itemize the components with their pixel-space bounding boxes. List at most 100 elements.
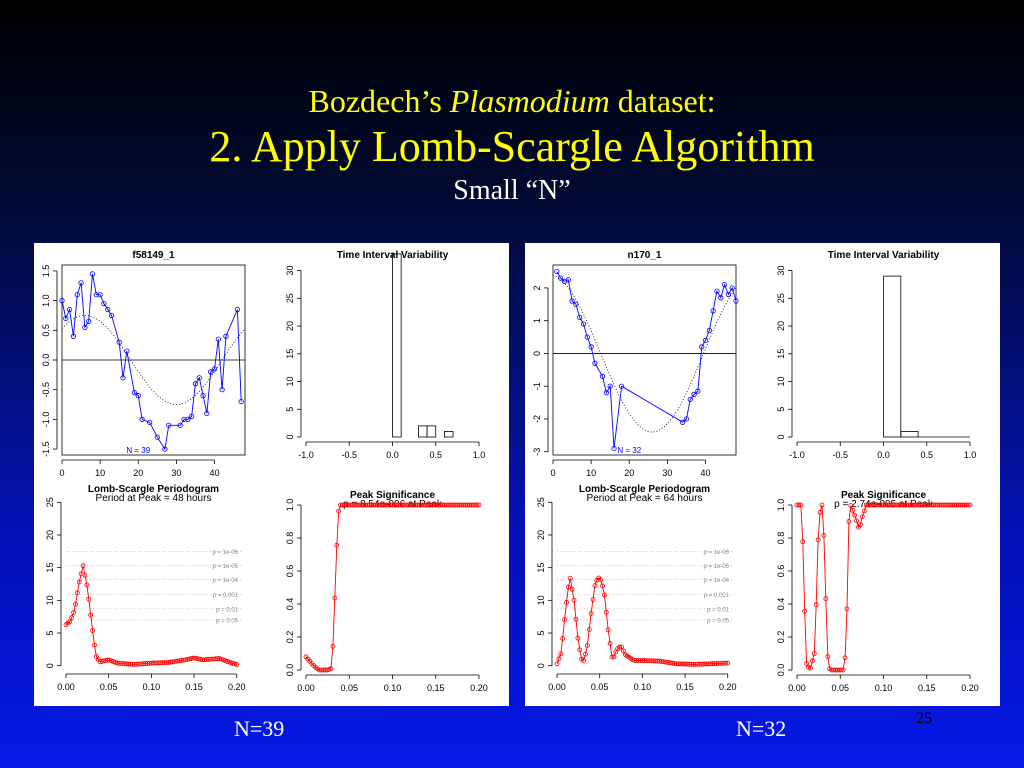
x-tick-label: 0.0 (386, 450, 399, 460)
x-tick-label: 0.20 (719, 682, 737, 692)
y-tick-label: 30 (776, 266, 786, 276)
significance-point (861, 508, 867, 514)
y-tick-label: 25 (45, 497, 55, 507)
left-figure-svg: 0 10 20 30 40 -1.5 -1.0 -0.5 0.0 0.5 1.0 1.5 f58149_… (41, 250, 488, 693)
time-series-point (721, 282, 728, 288)
x-tick-label: 0 (550, 468, 555, 478)
periodogram-point (611, 654, 617, 660)
y-tick-label: 15 (45, 563, 55, 573)
plot-title: n170_1 (628, 250, 662, 261)
x-tick-label: 40 (209, 468, 219, 478)
periodogram-point (602, 592, 607, 598)
plot-title: Peak Significance (350, 490, 435, 501)
slide-number: 25 (916, 710, 932, 727)
y-tick-label: 5 (536, 631, 546, 636)
time-series-point (580, 321, 587, 327)
time-series-point (238, 398, 244, 405)
x-tick-label: -0.5 (832, 450, 848, 460)
significance-point (967, 502, 973, 508)
time-series-point (710, 308, 716, 314)
x-tick-label: -1.0 (789, 450, 805, 460)
x-tick-label: 0 (59, 468, 64, 478)
y-tick-label: 15 (776, 349, 786, 359)
periodogram-point (605, 627, 611, 633)
plot-title: Lomb-Scargle Periodogram (579, 484, 710, 495)
time-series-point (166, 422, 172, 428)
y-tick-label: 20 (45, 530, 55, 540)
y-tick-label: -1.0 (41, 412, 51, 428)
periodogram-point (560, 636, 566, 641)
time-series-point (185, 416, 191, 422)
periodogram-point (82, 572, 88, 578)
threshold-label: p = 1e-06 (212, 550, 238, 556)
significance-point (474, 502, 480, 508)
significance-point (328, 666, 334, 672)
y-tick-label: 0.0 (776, 664, 786, 677)
plot-subtitle: Period at Peak = 64 hours (587, 493, 703, 504)
significance-point (819, 502, 825, 508)
x-tick-label: 0.05 (591, 682, 609, 692)
x-tick-label: 0.20 (470, 683, 488, 693)
significance-point (330, 643, 336, 649)
y-tick-label: 0 (285, 434, 295, 439)
time-series-point (63, 315, 69, 322)
time-series-point (219, 387, 225, 393)
threshold-label: p = 1e-04 (703, 578, 729, 584)
y-tick-label: 15 (536, 563, 546, 573)
y-tick-label: 0.6 (285, 565, 295, 578)
periodogram-point (71, 610, 76, 616)
significance-point (334, 542, 340, 548)
threshold-label: p = 0.05 (216, 618, 239, 624)
time-series-point (135, 393, 141, 399)
significance-point (800, 539, 806, 545)
periodogram-point (584, 642, 590, 648)
x-tick-label: 0.00 (297, 683, 315, 693)
significance-point (858, 522, 863, 528)
time-series-point (695, 388, 701, 394)
periodogram-point (583, 651, 588, 657)
threshold-label: p = 0.01 (216, 607, 239, 613)
periodogram-point (603, 609, 609, 615)
periodogram-point (607, 641, 613, 646)
periodogram-point (619, 644, 624, 650)
y-tick-label: 10 (285, 377, 295, 387)
time-series-point (204, 410, 210, 417)
y-tick-label: 2 (532, 285, 542, 290)
periodogram-point (609, 654, 615, 660)
periodogram-point (67, 619, 73, 625)
periodogram-point (562, 617, 567, 622)
periodogram-point (723, 660, 729, 666)
y-tick-label: 0 (45, 663, 55, 668)
time-series-point (211, 366, 218, 372)
significance-point (817, 509, 823, 515)
y-tick-label: 0.5 (41, 324, 51, 337)
significance-point (823, 596, 829, 601)
n-count-label: N = 32 (617, 446, 641, 455)
threshold-label: p = 1e-05 (703, 564, 729, 570)
time-series-point (74, 292, 80, 298)
time-series-point (101, 300, 107, 307)
periodogram-point (76, 579, 82, 585)
periodogram-point (69, 615, 75, 620)
x-tick-label: 1.0 (473, 450, 486, 460)
title-suffix: dataset: (609, 83, 716, 119)
x-tick-label: 0.15 (427, 683, 445, 693)
time-series-point (588, 344, 594, 350)
y-tick-label: -1.5 (41, 441, 51, 457)
x-tick-label: 0.15 (918, 683, 936, 693)
plot-frame (552, 264, 737, 456)
y-tick-label: 0.0 (41, 354, 51, 367)
significance-point (846, 519, 852, 524)
slide-subtitle: Small “N” (453, 175, 571, 206)
title-italic: Plasmodium (449, 83, 610, 119)
significance-point (476, 502, 482, 508)
y-tick-label: 30 (285, 266, 295, 276)
periodogram-point (590, 597, 596, 602)
periodogram-point (581, 658, 586, 663)
y-tick-label: 20 (536, 530, 546, 540)
y-tick-label: -2 (532, 415, 542, 423)
y-tick-label: 10 (536, 595, 546, 605)
significance-point (848, 503, 854, 508)
time-series-point (683, 416, 690, 422)
x-tick-label: 0.05 (100, 682, 118, 692)
